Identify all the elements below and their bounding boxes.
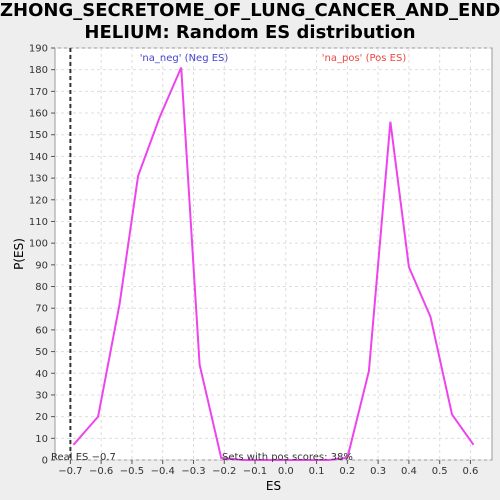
y-tick-label: 100 (29, 239, 48, 250)
y-tick-label: 50 (35, 347, 48, 358)
x-tick-label: −0.5 (120, 466, 144, 477)
y-tick-label: 10 (35, 434, 48, 445)
y-tick-label: 80 (35, 282, 48, 293)
y-axis-ticks: 0 10 20 30 40 50 60 70 80 90 100 110 120 130 140 150 160… (29, 44, 55, 467)
y-tick-label: 170 (29, 87, 48, 98)
chart-title-line-2: HELIUM: Random ES distribution (84, 22, 416, 43)
x-tick-label: 0.6 (463, 466, 479, 477)
x-tick-label: 0.5 (432, 466, 448, 477)
y-tick-label: 70 (35, 304, 48, 315)
x-tick-label: −0.7 (58, 466, 82, 477)
pos-es-label: 'na_pos' (Pos ES) (322, 53, 407, 64)
y-tick-label: 190 (29, 44, 48, 55)
y-tick-label: 20 (35, 412, 48, 423)
x-tick-label: 0.0 (278, 466, 294, 477)
y-tick-label: 40 (35, 369, 48, 380)
y-tick-label: 30 (35, 390, 48, 401)
y-tick-label: 150 (29, 130, 48, 141)
x-tick-label: 0.2 (339, 466, 355, 477)
x-tick-label: −0.3 (181, 466, 205, 477)
y-tick-label: 60 (35, 325, 48, 336)
distribution-line (72, 67, 475, 461)
x-axis-ticks: −0.7 −0.6 −0.5 −0.4 −0.3 −0.2 −0.1 0.0 0.1 0.2 0.3… (58, 460, 478, 477)
y-tick-label: 120 (29, 195, 48, 206)
pos-scores-label: Sets with pos scores: 38% (222, 452, 353, 463)
x-tick-label: 0.4 (401, 466, 417, 477)
plot-area (54, 47, 493, 461)
chart-title-line-1: ZHONG_SECRETOME_OF_LUNG_CANCER_AND_ENDOT (0, 0, 500, 21)
x-tick-label: −0.6 (89, 466, 113, 477)
x-tick-label: −0.2 (212, 466, 236, 477)
y-tick-label: 90 (35, 260, 48, 271)
real-es-label: Real ES −0.7 (51, 452, 116, 463)
x-tick-label: −0.1 (243, 466, 267, 477)
y-tick-label: 160 (29, 109, 48, 120)
x-tick-label: 0.1 (309, 466, 325, 477)
x-tick-label: −0.4 (151, 466, 175, 477)
y-tick-label: 0 (42, 456, 48, 467)
y-tick-label: 130 (29, 174, 48, 185)
neg-es-label: 'na_neg' (Neg ES) (140, 53, 229, 64)
y-axis-label: P(ES) (12, 238, 26, 270)
x-axis-label: ES (266, 479, 281, 493)
chart-title: ZHONG_SECRETOME_OF_LUNG_CANCER_AND_ENDOT… (0, 0, 500, 44)
y-tick-label: 180 (29, 65, 48, 76)
x-tick-label: 0.3 (370, 466, 386, 477)
y-tick-label: 110 (29, 217, 48, 228)
y-tick-label: 140 (29, 152, 48, 163)
